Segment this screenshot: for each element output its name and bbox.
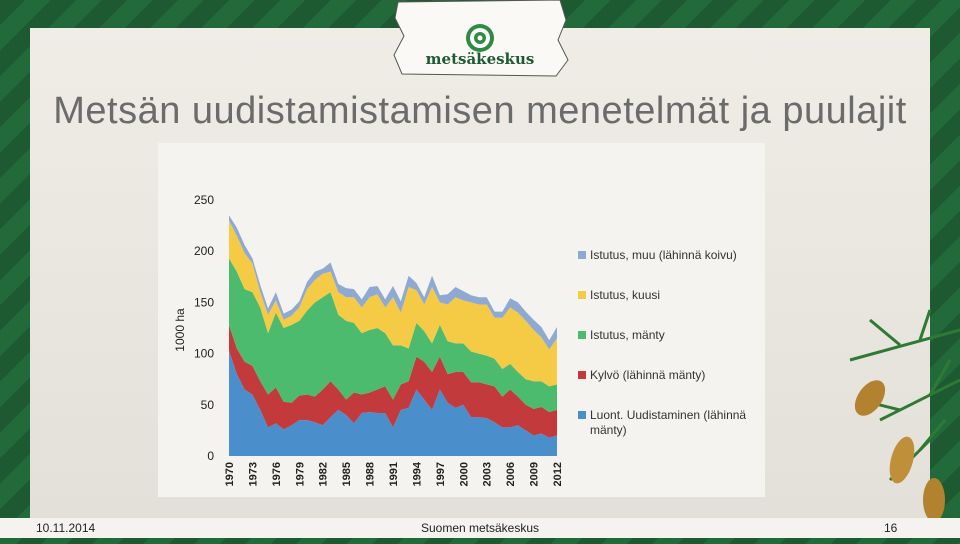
area <box>229 324 557 438</box>
legend-item: Kylvö (lähinnä mänty) <box>578 368 758 408</box>
legend-swatch <box>578 251 586 259</box>
pine-cone <box>889 436 915 484</box>
legend-item: Istutus, muu (lähinnä koivu) <box>578 248 758 288</box>
legend-label: Istutus, mänty <box>590 328 665 342</box>
legend-item: Luont. Uudistaminen (lähinnä mänty) <box>578 408 758 448</box>
y-tick-label: 150 <box>194 295 214 309</box>
y-tick-label: 0 <box>207 449 214 463</box>
legend-label: Luont. Uudistaminen (lähinnä mänty) <box>590 408 747 437</box>
legend-swatch <box>578 291 586 299</box>
y-tick-label: 100 <box>194 347 214 361</box>
x-tick-label: 1994 <box>411 461 423 486</box>
x-tick-label: 1973 <box>247 462 259 486</box>
legend-swatch <box>578 331 586 339</box>
y-axis-label: 1000 ha <box>173 308 187 352</box>
x-tick-label: 2012 <box>552 462 564 486</box>
legend-item: Istutus, kuusi <box>578 288 758 328</box>
x-tick-label: 1991 <box>388 462 400 486</box>
pine-cone <box>854 380 886 416</box>
area <box>229 258 557 412</box>
y-tick-label: 200 <box>194 244 214 258</box>
legend-swatch <box>578 411 586 419</box>
logo-text: metsäkeskus <box>426 50 535 68</box>
logo-ring <box>477 35 483 41</box>
x-tick-label: 1976 <box>271 462 283 486</box>
footer: 10.11.2014 Suomen metsäkeskus 16 <box>0 518 960 538</box>
x-tick-label: 2009 <box>529 462 541 486</box>
x-tick-label: 1988 <box>365 462 377 486</box>
x-tick-label: 2000 <box>458 462 470 486</box>
y-tick-label: 50 <box>201 398 215 412</box>
y-tick-label: 250 <box>194 193 214 207</box>
x-tick-label: 1982 <box>318 462 330 486</box>
area <box>229 350 557 456</box>
footer-date: 10.11.2014 <box>36 521 96 535</box>
legend-label: Kylvö (lähinnä mänty) <box>590 368 706 382</box>
area <box>229 220 557 387</box>
x-tick-label: 2003 <box>482 462 494 486</box>
x-tick-label: 2006 <box>505 462 517 486</box>
legend-label: Istutus, muu (lähinnä koivu) <box>590 248 737 262</box>
x-tick-label: 1979 <box>294 462 306 486</box>
legend-label: Istutus, kuusi <box>590 288 661 302</box>
legend: Istutus, muu (lähinnä koivu) Istutus, kuu… <box>578 248 758 448</box>
pine-cone <box>923 478 945 522</box>
footer-org: Suomen metsäkeskus <box>420 521 540 535</box>
x-tick-label: 1997 <box>435 462 447 486</box>
x-tick-label: 1970 <box>224 462 236 486</box>
footer-page: 16 <box>884 521 898 535</box>
legend-item: Istutus, mänty <box>578 328 758 368</box>
x-tick-label: 1985 <box>341 462 353 486</box>
legend-swatch <box>578 371 586 379</box>
chart-title: Metsän uudistamistamisen menetelmät ja p… <box>53 90 907 132</box>
